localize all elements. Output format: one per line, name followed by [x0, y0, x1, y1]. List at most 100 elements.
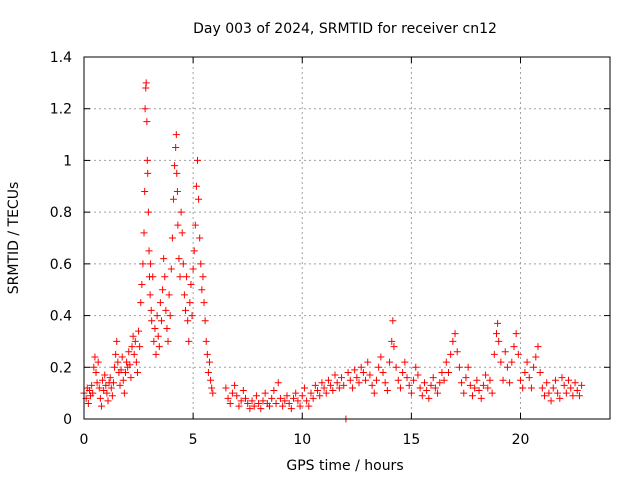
data-point [233, 392, 241, 400]
data-point [549, 384, 557, 392]
data-point [346, 376, 354, 384]
data-point [147, 260, 155, 268]
data-point [136, 343, 144, 351]
y-tick-label: 1.2 [50, 102, 72, 118]
data-point [97, 402, 105, 410]
data-point [525, 374, 533, 382]
data-point [340, 381, 348, 389]
data-point [128, 343, 136, 351]
data-point [252, 392, 260, 400]
data-point [466, 381, 474, 389]
data-point [458, 379, 466, 387]
data-point [364, 358, 372, 366]
data-point [132, 358, 140, 366]
data-point [203, 350, 211, 358]
data-point [196, 234, 204, 242]
data-point [135, 327, 143, 335]
data-point [484, 384, 492, 392]
data-point [329, 387, 337, 395]
data-point [296, 402, 304, 410]
data-point [152, 350, 160, 358]
data-point [444, 368, 452, 376]
data-point [237, 397, 245, 405]
data-point [186, 299, 194, 307]
data-point [191, 221, 199, 229]
data-point [171, 162, 179, 170]
data-point [475, 387, 483, 395]
data-point [541, 392, 549, 400]
data-point [235, 402, 243, 410]
data-point [198, 286, 206, 294]
data-point [322, 389, 330, 397]
y-tick-label: 0.4 [50, 309, 72, 325]
x-tick-label: 20 [512, 432, 530, 448]
data-point [125, 348, 133, 356]
data-point [141, 187, 149, 195]
data-point [436, 379, 444, 387]
data-point [228, 389, 236, 397]
data-point [149, 273, 157, 281]
data-point [119, 376, 127, 384]
data-point [164, 337, 172, 345]
ticks-layer: 0 0.2 0.4 0.6 0.8 1 1.2 1.4 0 5 10 15 20 [50, 50, 610, 448]
data-point [427, 381, 435, 389]
data-point [169, 195, 177, 203]
data-point [274, 379, 282, 387]
data-point [268, 394, 276, 402]
data-point [91, 353, 99, 361]
data-point [519, 384, 527, 392]
data-point [357, 363, 365, 371]
data-point [479, 381, 487, 389]
data-point [331, 371, 339, 379]
points-layer [80, 79, 586, 423]
data-point [181, 306, 189, 314]
data-point [453, 348, 461, 356]
data-point [521, 368, 529, 376]
data-point [145, 247, 153, 255]
data-point [144, 169, 152, 177]
data-point [156, 299, 164, 307]
data-point [318, 379, 326, 387]
data-point [143, 156, 151, 164]
data-point [396, 384, 404, 392]
x-tick-label: 5 [189, 432, 198, 448]
data-point [201, 317, 209, 325]
data-point [556, 394, 564, 402]
data-point [176, 273, 184, 281]
data-point [372, 376, 380, 384]
data-point [118, 353, 126, 361]
data-point [514, 350, 522, 358]
data-point [510, 343, 518, 351]
data-point [388, 337, 396, 345]
data-point [121, 368, 129, 376]
data-point [160, 255, 168, 263]
data-point [195, 195, 203, 203]
data-point [429, 374, 437, 382]
data-point [113, 337, 121, 345]
data-point [224, 394, 232, 402]
data-point [199, 273, 207, 281]
data-point [188, 312, 196, 320]
data-point [178, 229, 186, 237]
data-point [283, 392, 291, 400]
data-point [172, 131, 180, 139]
data-point [442, 358, 450, 366]
y-axis-label: SRMTID / TECUs [6, 182, 22, 295]
data-point [460, 389, 468, 397]
plot-frame [83, 56, 611, 420]
data-point [545, 389, 553, 397]
data-point [146, 291, 154, 299]
data-point [84, 399, 92, 407]
y-tick-label: 0.8 [50, 205, 72, 221]
data-point [451, 330, 459, 338]
data-point [506, 379, 514, 387]
data-point [266, 402, 274, 410]
data-point [412, 363, 420, 371]
data-point [197, 260, 205, 268]
data-point [175, 255, 183, 263]
data-point [114, 358, 122, 366]
data-point [231, 381, 239, 389]
data-point [272, 399, 280, 407]
data-point [133, 368, 141, 376]
data-point [90, 363, 98, 371]
